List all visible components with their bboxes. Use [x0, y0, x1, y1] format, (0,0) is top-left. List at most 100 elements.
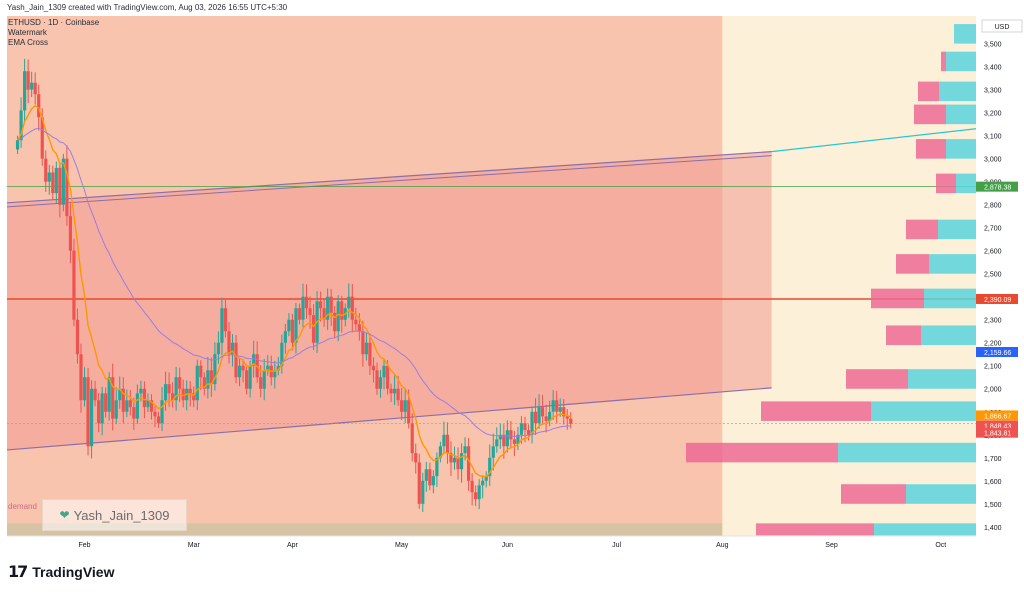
candle-body	[326, 296, 330, 320]
volume-profile-bar-down	[941, 51, 946, 72]
candle-body	[417, 462, 421, 504]
candle-body	[195, 365, 199, 401]
candle-body	[371, 365, 376, 371]
candle-body	[375, 370, 379, 389]
candle-body	[364, 342, 369, 355]
candle-body	[357, 324, 361, 332]
volume-profile-bar-up	[939, 81, 976, 102]
candle-body	[424, 469, 428, 481]
candle-body	[65, 158, 69, 217]
demand-zone-label: demand	[8, 502, 37, 511]
price-badge	[976, 420, 1018, 431]
candle-body	[262, 370, 266, 389]
candle-body	[93, 388, 97, 401]
candle-body	[562, 407, 566, 417]
candle-body	[223, 308, 228, 332]
ema-slow-line	[17, 127, 571, 437]
candle-body	[139, 388, 143, 394]
candle-body	[311, 315, 316, 343]
candle-body	[111, 377, 115, 419]
price-tick-label: 3,100	[984, 134, 1002, 141]
candle-body	[297, 308, 302, 320]
channel-upper-line	[6, 151, 772, 204]
candle-body	[216, 342, 221, 355]
time-tick-label: Feb	[78, 542, 90, 549]
time-axis-bg	[0, 536, 1024, 552]
price-tick-label: 3,500	[984, 42, 1002, 49]
candle-body	[178, 377, 182, 389]
chart-legend: ETHUSD · 1D · Coinbase Watermark EMA Cro…	[8, 18, 99, 48]
indicator-ema-cross-label[interactable]: EMA Cross	[8, 38, 49, 47]
candle-body	[33, 82, 37, 95]
candle-body	[463, 446, 467, 454]
candle-body	[252, 354, 256, 366]
candle-body	[23, 71, 27, 111]
time-tick-label: Apr	[287, 542, 299, 549]
indicator-watermark-label[interactable]: Watermark	[8, 28, 47, 37]
price-tick-label: 2,000	[984, 387, 1002, 394]
candle-body	[382, 365, 386, 378]
channel-lower-line	[6, 387, 772, 451]
candle-body	[474, 492, 478, 500]
volume-profile-bar-down	[896, 254, 929, 274]
candle-body	[206, 370, 210, 389]
price-badge-label: 2,390.09	[984, 297, 1011, 304]
price-badge	[976, 293, 1018, 304]
candle-body	[280, 342, 284, 366]
candle-body	[477, 485, 481, 500]
candle-body	[530, 411, 534, 435]
candle-body	[58, 167, 62, 205]
volume-profile-bar-down	[846, 369, 908, 389]
price-tick-label: 3,200	[984, 111, 1002, 118]
candle-body	[68, 216, 73, 251]
price-badge-label: 1,843.81	[984, 431, 1011, 438]
candle-body	[209, 370, 213, 385]
candle-body	[329, 296, 333, 313]
author-watermark: ❤ Yash_Jain_1309	[42, 499, 187, 531]
candle-body	[403, 400, 407, 412]
candle-body	[516, 434, 520, 444]
candle-body	[37, 94, 41, 118]
created-by-header: Yash_Jain_1309 created with TradingView.…	[7, 3, 288, 12]
candle-body	[26, 71, 30, 90]
candle-body	[396, 388, 400, 401]
price-badge-label: 1,848.43	[984, 424, 1011, 431]
candle-body	[354, 319, 358, 325]
tradingview-logo[interactable]: 17 TradingView	[8, 562, 114, 581]
candle-body	[466, 446, 471, 481]
candle-body	[449, 453, 453, 463]
time-tick-label: Oct	[935, 542, 946, 549]
tv-logo-icon: 17	[8, 562, 28, 581]
price-tick-label: 3,300	[984, 88, 1002, 95]
candle-body	[241, 365, 245, 371]
volume-profile-bar-up	[946, 104, 976, 125]
ema-fast-line	[16, 104, 572, 478]
volume-profile-bar-down	[761, 401, 871, 421]
candle-body	[393, 388, 397, 394]
candle-body	[202, 377, 206, 389]
candle-body	[428, 469, 432, 486]
symbol-label[interactable]: ETHUSD · 1D · Coinbase	[8, 18, 100, 27]
candle-body	[368, 342, 372, 366]
price-tick-label: 2,500	[984, 272, 1002, 279]
candle-body	[540, 407, 545, 417]
volume-profile-bar-up	[956, 173, 976, 194]
candle-body	[15, 140, 20, 150]
candle-body	[445, 434, 450, 454]
candle-body	[156, 416, 161, 424]
price-tick-label: 1,500	[984, 502, 1002, 509]
candle-body	[276, 365, 280, 371]
candle-body	[442, 434, 446, 447]
candle-body	[495, 439, 499, 447]
candle-body	[361, 331, 365, 355]
candle-body	[551, 400, 555, 412]
volume-profile-bar-down	[936, 173, 956, 194]
channel-upper-line-2	[6, 155, 772, 208]
candle-body	[245, 370, 249, 389]
candle-body	[171, 393, 175, 401]
candle-body	[502, 434, 506, 447]
candle-body	[82, 377, 87, 401]
candle-body	[488, 457, 492, 477]
